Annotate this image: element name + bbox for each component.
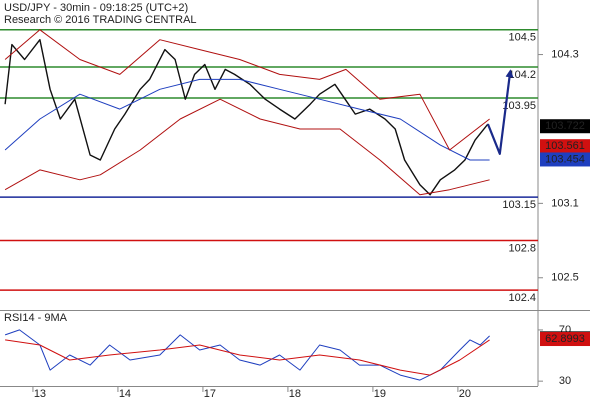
x-tick-label: 20	[459, 388, 471, 400]
price-tag	[540, 139, 590, 154]
projection-arrow	[486, 69, 514, 155]
price-tag-label: 103.561	[545, 140, 585, 152]
level-label: 104.2	[508, 69, 536, 81]
level-label: 104.5	[508, 32, 536, 44]
x-tick-label: 19	[374, 388, 386, 400]
series-line	[4, 39, 489, 196]
price-tag-label: 62.8993	[545, 333, 585, 345]
level-label: 103.95	[502, 100, 536, 112]
x-tick-label: 13	[34, 388, 46, 400]
y-tick-label: 104.3	[551, 48, 579, 60]
series-line	[4, 98, 490, 196]
y-tick-label: 30	[559, 375, 571, 387]
price-tag	[540, 152, 590, 167]
series-line	[4, 29, 490, 151]
series-line	[5, 339, 490, 376]
chart-subtitle: Research © 2016 TRADING CENTRAL	[4, 14, 197, 26]
series-line	[4, 78, 490, 161]
price-tag-label: 103.722	[545, 120, 585, 132]
x-tick-label: 18	[289, 388, 301, 400]
level-label: 103.15	[502, 199, 536, 211]
y-tick-label: 103.1	[551, 197, 579, 209]
chart-title: USD/JPY - 30min - 09:18:25 (UTC+2)	[4, 2, 188, 14]
x-tick-label: 14	[119, 388, 131, 400]
level-label: 102.4	[508, 292, 536, 304]
y-tick-label: 102.5	[551, 272, 579, 284]
indicator-title: RSI14 - 9MA	[4, 312, 68, 324]
price-tag	[540, 332, 590, 347]
price-tag	[540, 119, 590, 134]
price-tag-label: 103.454	[545, 153, 585, 165]
level-label: 102.8	[508, 242, 536, 254]
x-tick-label: 17	[204, 388, 216, 400]
